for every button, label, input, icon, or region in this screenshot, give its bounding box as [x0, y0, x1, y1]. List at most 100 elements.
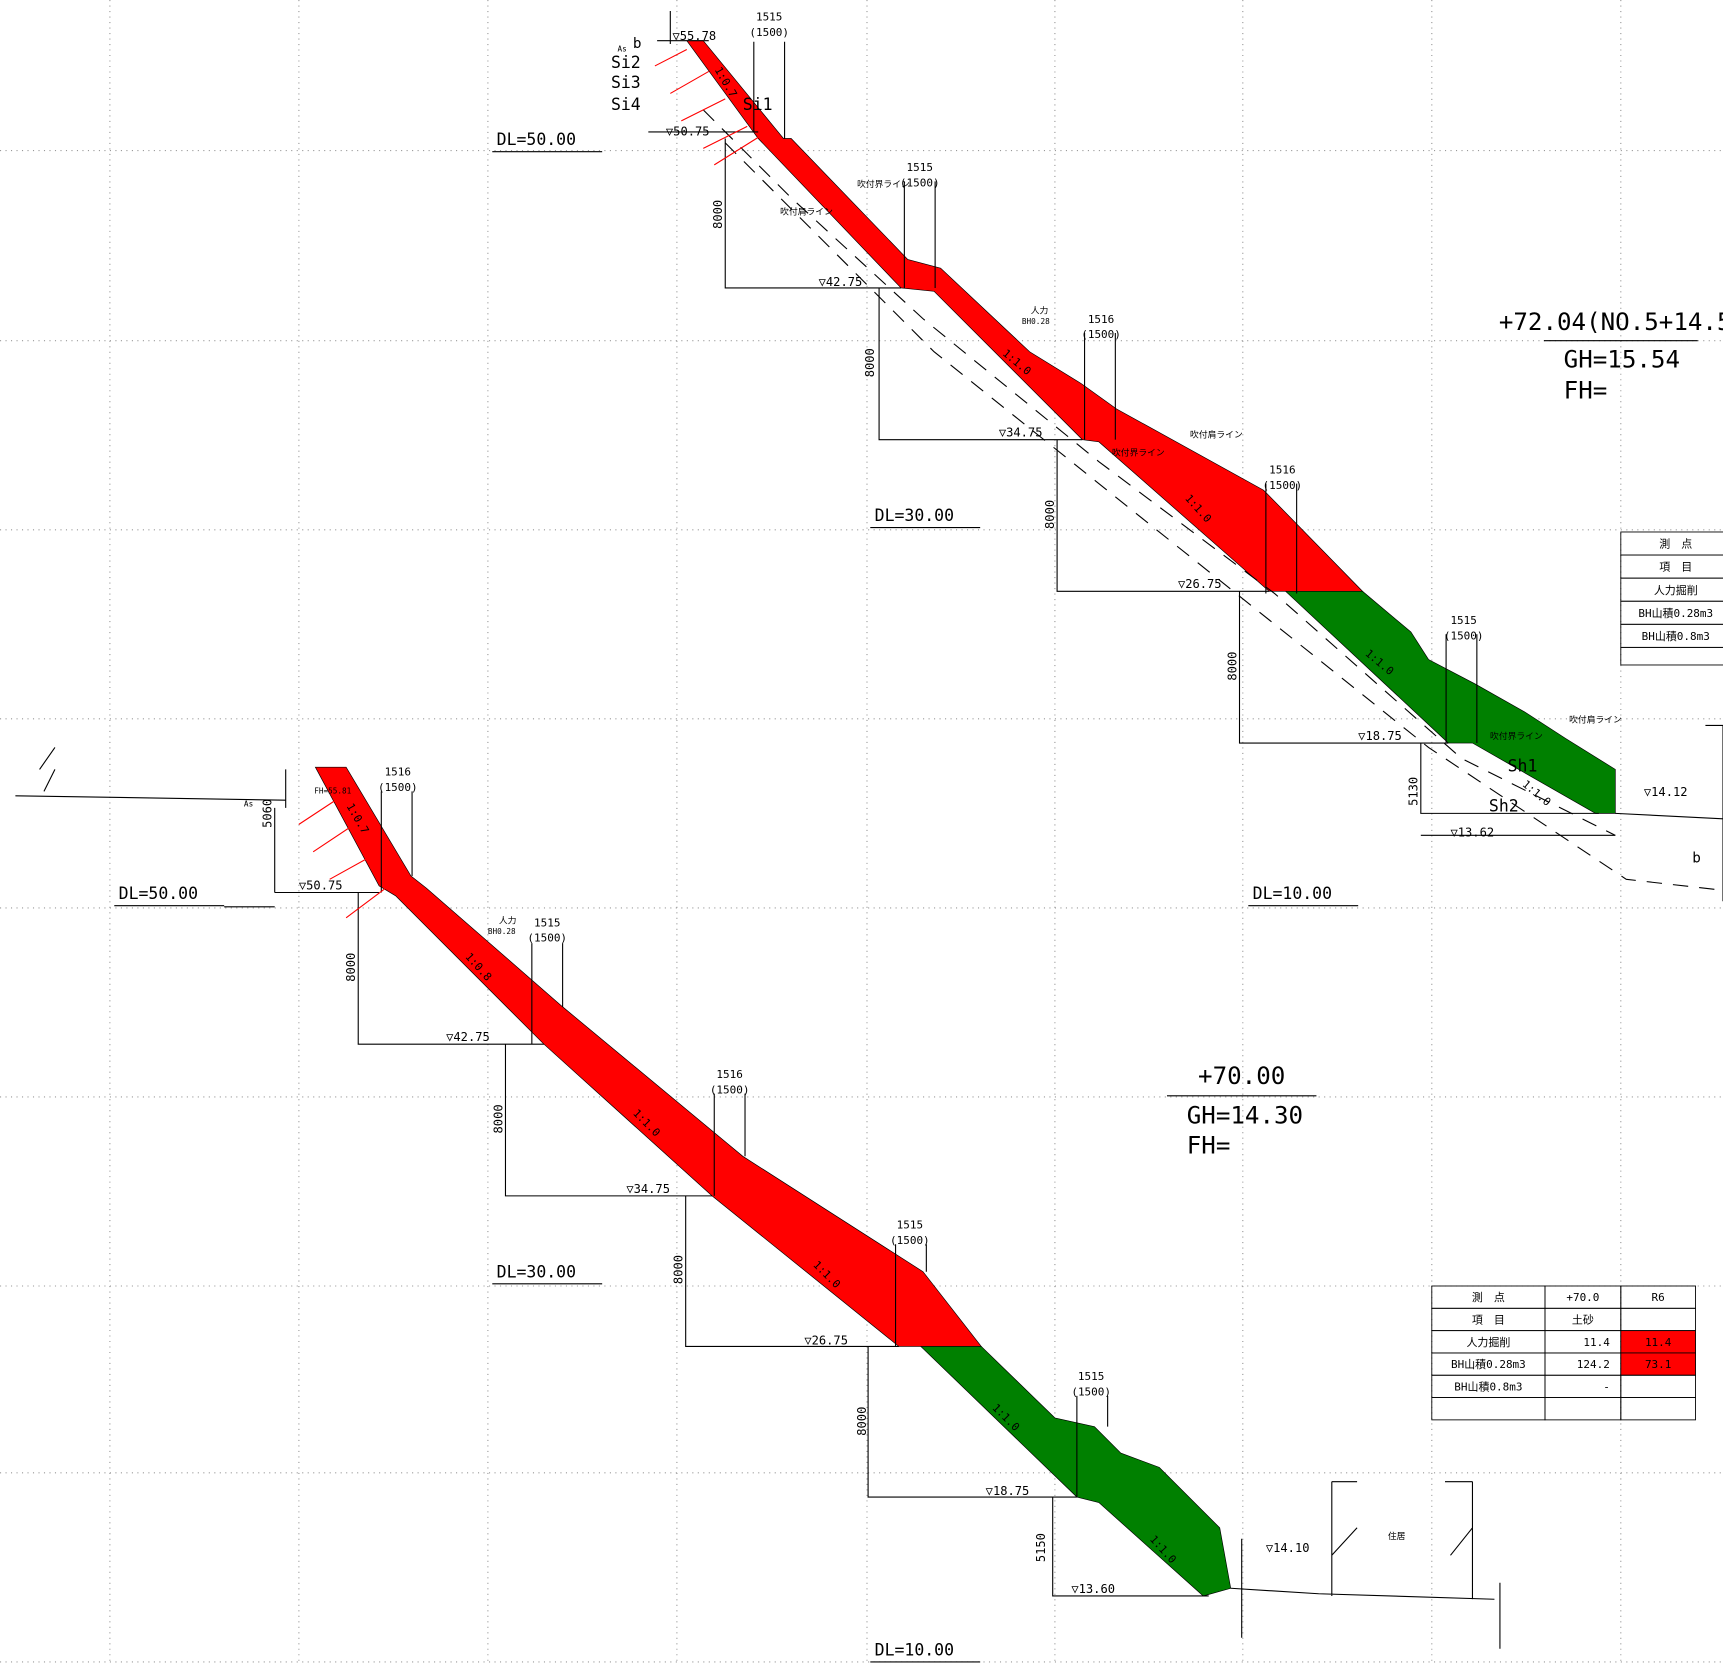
table-text: 11.4	[1645, 1336, 1672, 1349]
height-dimension: 5130	[1407, 777, 1421, 806]
elevation: ▽18.75	[986, 1484, 1030, 1498]
elevation: ▽26.75	[804, 1333, 848, 1347]
note: 人力	[499, 915, 517, 927]
elevation: ▽13.60	[1071, 1582, 1115, 1596]
berm-design: (1500)	[1444, 629, 1484, 642]
elevation: ▽14.12	[1644, 785, 1688, 799]
note: As	[618, 44, 627, 53]
note: FH=55.81	[314, 786, 351, 795]
table-text: -	[1603, 1380, 1610, 1393]
berm-width: 1516	[716, 1068, 742, 1081]
elevation: ▽13.62	[1450, 826, 1494, 840]
station: +70.00	[1198, 1062, 1285, 1090]
note: 吹付界ライン	[1112, 446, 1165, 458]
datum-level: DL=50.00	[497, 130, 576, 149]
table-cell	[1620, 646, 1723, 666]
note: BH0.28	[488, 927, 516, 936]
table-text: R6	[1652, 1291, 1665, 1304]
height-dimension: 8000	[491, 1104, 505, 1133]
note: 人力	[1031, 305, 1049, 317]
table-text: 項 目	[1659, 561, 1692, 574]
table-text: 124.2	[1577, 1358, 1610, 1371]
height-dimension: 8000	[344, 953, 358, 982]
berm-width: 1516	[385, 766, 411, 779]
berm-design: (1500)	[1263, 479, 1303, 492]
layer: Sh1	[1508, 757, 1538, 776]
note: 吹付界ライン	[1490, 730, 1543, 742]
berm-design: (1500)	[1081, 328, 1121, 341]
berm-width: 1515	[756, 11, 782, 24]
note: 吹付肩ライン	[1569, 713, 1622, 725]
table-text: 73.1	[1645, 1358, 1671, 1371]
note: 吹付界ライン	[857, 178, 910, 190]
height-dimension: 8000	[711, 200, 725, 229]
table-cell	[1431, 1397, 1546, 1421]
table-text: 人力掘削	[1654, 583, 1698, 597]
elevation: ▽50.75	[666, 124, 710, 138]
berm-width: 1516	[1088, 313, 1114, 326]
table-cell	[1620, 1307, 1696, 1332]
section-a-shapes	[648, 10, 1723, 902]
elevation: ▽34.75	[626, 1182, 670, 1196]
layer: Sh2	[1489, 796, 1519, 815]
elevation: ▽42.75	[446, 1030, 490, 1044]
gh: GH=14.30	[1187, 1102, 1303, 1130]
note: 吹付肩ライン	[780, 206, 833, 218]
layer: Si4	[611, 95, 641, 114]
height-dimension: 8000	[1043, 500, 1057, 529]
elevation: ▽14.10	[1266, 1541, 1310, 1555]
section-b-shapes	[15, 747, 1501, 1649]
note: As	[244, 800, 253, 809]
datum-level: DL=50.00	[119, 884, 198, 903]
table-text: BH山積0.28m3	[1638, 606, 1713, 620]
table-text: BH山積0.8m3	[1642, 629, 1710, 643]
note: 吹付肩ライン	[1190, 429, 1243, 441]
table-cell	[1620, 1397, 1696, 1421]
layer: Si3	[611, 73, 641, 92]
height-dimension: 8000	[672, 1255, 686, 1284]
layer: Si2	[611, 53, 641, 72]
table-cell	[1620, 1374, 1696, 1398]
berm-width: 1515	[907, 161, 933, 174]
berm-width: 1515	[1078, 1370, 1104, 1383]
datum-level: DL=10.00	[875, 1640, 954, 1659]
labels: +72.04(NO.5+14.5GH=15.54FH=DL=50.00DL=30…	[114, 11, 1723, 1663]
height-dimension: 5150	[1034, 1533, 1048, 1562]
table-text: BH山積0.8m3	[1454, 1379, 1522, 1393]
datum-level: DL=30.00	[497, 1262, 576, 1281]
berm-design: (1500)	[710, 1083, 750, 1096]
note: b	[1692, 850, 1701, 866]
berm-width: 1515	[1450, 614, 1476, 627]
elevation: ▽55.78	[672, 29, 716, 43]
height-dimension: 5060	[261, 799, 275, 828]
berm-design: (1500)	[527, 932, 567, 945]
fh: FH=	[1564, 376, 1608, 404]
note: b	[633, 36, 642, 52]
table-text: +70.0	[1566, 1291, 1599, 1304]
berm-design: (1500)	[1071, 1386, 1111, 1399]
table-text: 土砂	[1572, 1314, 1594, 1327]
datum-level: DL=10.00	[1253, 884, 1332, 903]
table-text: 項 目	[1472, 1314, 1505, 1327]
layer: Si1	[743, 95, 773, 114]
table-text: 11.4	[1583, 1336, 1610, 1349]
elevation: ▽34.75	[999, 426, 1043, 440]
berm-width: 1515	[897, 1219, 923, 1232]
table-text: 測 点	[1472, 1290, 1505, 1304]
elevation: ▽18.75	[1358, 729, 1402, 743]
fh: FH=	[1187, 1131, 1231, 1159]
elevation: ▽26.75	[1178, 577, 1222, 591]
elevation: ▽50.75	[299, 878, 343, 892]
note: 住居	[1388, 1530, 1406, 1542]
datum-level: DL=30.00	[875, 506, 954, 525]
height-dimension: 8000	[863, 348, 877, 377]
berm-design: (1500)	[749, 26, 789, 39]
table-cell	[1544, 1397, 1622, 1421]
height-dimension: 8000	[855, 1407, 869, 1436]
height-dimension: 8000	[1225, 652, 1239, 681]
berm-width: 1515	[534, 916, 560, 929]
gh: GH=15.54	[1564, 346, 1680, 374]
table-text: 測 点	[1659, 537, 1692, 551]
